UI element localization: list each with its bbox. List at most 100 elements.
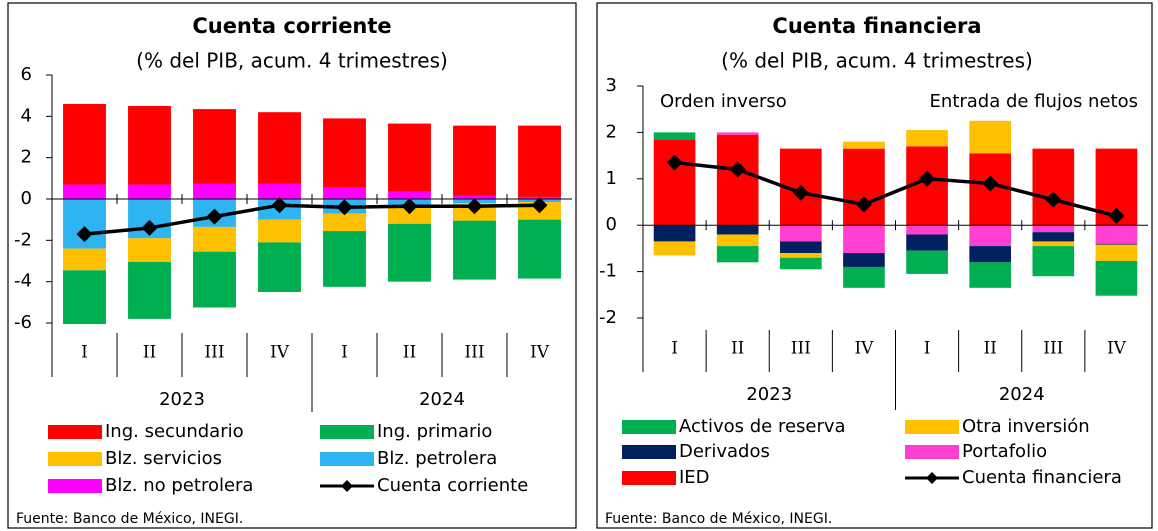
bar-segment [969, 246, 1012, 263]
y-tick-label: 2 [606, 121, 617, 142]
bar-segment [453, 220, 496, 280]
legend-swatch [905, 420, 959, 434]
y-tick-label: -2 [14, 229, 32, 250]
bar-segment [258, 183, 301, 199]
line-marker [919, 170, 936, 187]
legend-label: Cuenta financiera [962, 467, 1122, 488]
x-tick-label: III [464, 343, 484, 363]
bar-segment [906, 250, 948, 274]
legend-swatch [320, 425, 374, 439]
bar-segment [258, 112, 301, 184]
bar-segment [518, 125, 561, 197]
bar-segment [969, 120, 1012, 154]
line-marker [336, 199, 353, 216]
bar-segment [1095, 225, 1138, 244]
group-label: 2023 [159, 389, 205, 410]
bar-segment [388, 191, 431, 199]
x-tick-label: III [791, 339, 811, 359]
bar-segment [63, 103, 106, 185]
bar-segment [843, 225, 885, 254]
line-marker [1108, 207, 1125, 224]
line-marker [666, 154, 683, 171]
bar-segment [716, 132, 759, 135]
bar-segment [1032, 241, 1075, 247]
y-tick-label: -1 [599, 261, 617, 282]
bar-segment [969, 225, 1012, 247]
bar-segment [258, 242, 301, 292]
x-tick-label: IV [1107, 339, 1127, 359]
line-marker [531, 197, 548, 214]
bar-segment [128, 106, 171, 185]
legend-label: IED [679, 467, 710, 488]
bar-segment [1032, 225, 1075, 233]
y-tick-label: -2 [599, 307, 617, 328]
legend-swatch [622, 420, 676, 434]
legend-swatch [320, 452, 374, 466]
bar-segment [128, 238, 171, 263]
bar-segment [193, 251, 236, 308]
bar-segment [653, 139, 696, 226]
legend-label: Blz. petrolera [377, 448, 497, 469]
bar-segment [193, 226, 236, 252]
bar-segment [193, 109, 236, 184]
line-marker [1045, 191, 1062, 208]
legend-label: Ing. primario [377, 421, 492, 442]
y-tick-label: 6 [21, 64, 32, 85]
legend-swatch [905, 445, 959, 459]
legend-label: Blz. servicios [105, 448, 222, 469]
y-tick-label: -4 [14, 271, 32, 292]
y-tick-label: -6 [14, 312, 32, 333]
group-label: 2024 [999, 384, 1045, 405]
line-marker [401, 198, 418, 215]
x-tick-label: II [731, 339, 744, 359]
bar-segment [128, 184, 171, 199]
bar-segment [969, 262, 1012, 288]
y-tick-label: 0 [21, 188, 32, 209]
bar-segment [653, 241, 696, 256]
legend-label: Derivados [679, 441, 770, 462]
bar-segment [653, 132, 696, 140]
bar-segment [323, 118, 366, 188]
chart-title: Cuenta financiera [772, 14, 981, 38]
legend-swatch [622, 471, 676, 485]
x-tick-label: II [143, 343, 156, 363]
line [84, 203, 540, 236]
line-marker [271, 197, 288, 214]
bar-segment [323, 187, 366, 199]
bar-segment [779, 241, 822, 254]
bar-segment [843, 253, 885, 267]
line-marker [206, 208, 223, 225]
bar-segment [63, 184, 106, 199]
bar-segment [843, 266, 885, 288]
bar-segment [193, 183, 236, 199]
x-tick-label: I [924, 339, 931, 359]
y-tick-label: 1 [606, 168, 617, 189]
group-label: 2024 [419, 389, 465, 410]
legend-swatch [926, 472, 938, 484]
legend-label: Ing. secundario [105, 421, 244, 442]
chart-subtitle: (% del PIB, acum. 4 trimestres) [721, 49, 1033, 73]
line [674, 160, 1117, 218]
y-tick-label: 0 [606, 214, 617, 235]
y-tick-label: 3 [606, 75, 617, 96]
bar-segment [323, 213, 366, 232]
bar-segment [779, 253, 822, 258]
x-tick-label: III [204, 343, 224, 363]
bar-segment [1032, 232, 1075, 242]
bar-segment [779, 225, 822, 242]
bar-segment [1095, 244, 1138, 261]
bar-segment [63, 270, 106, 325]
x-tick-label: IV [530, 343, 550, 363]
source-note: Fuente: Banco de México, INEGI. [16, 511, 243, 527]
annotation: Orden inverso [660, 91, 787, 112]
x-tick-label: II [983, 339, 996, 359]
x-tick-label: I [671, 339, 678, 359]
x-tick-label: I [81, 343, 88, 363]
legend-label: Otra inversión [962, 416, 1090, 437]
bar-segment [388, 223, 431, 282]
bar-segment [518, 219, 561, 279]
line-marker [855, 196, 872, 213]
x-tick-label: III [1043, 339, 1063, 359]
bar-segment [1095, 243, 1138, 245]
